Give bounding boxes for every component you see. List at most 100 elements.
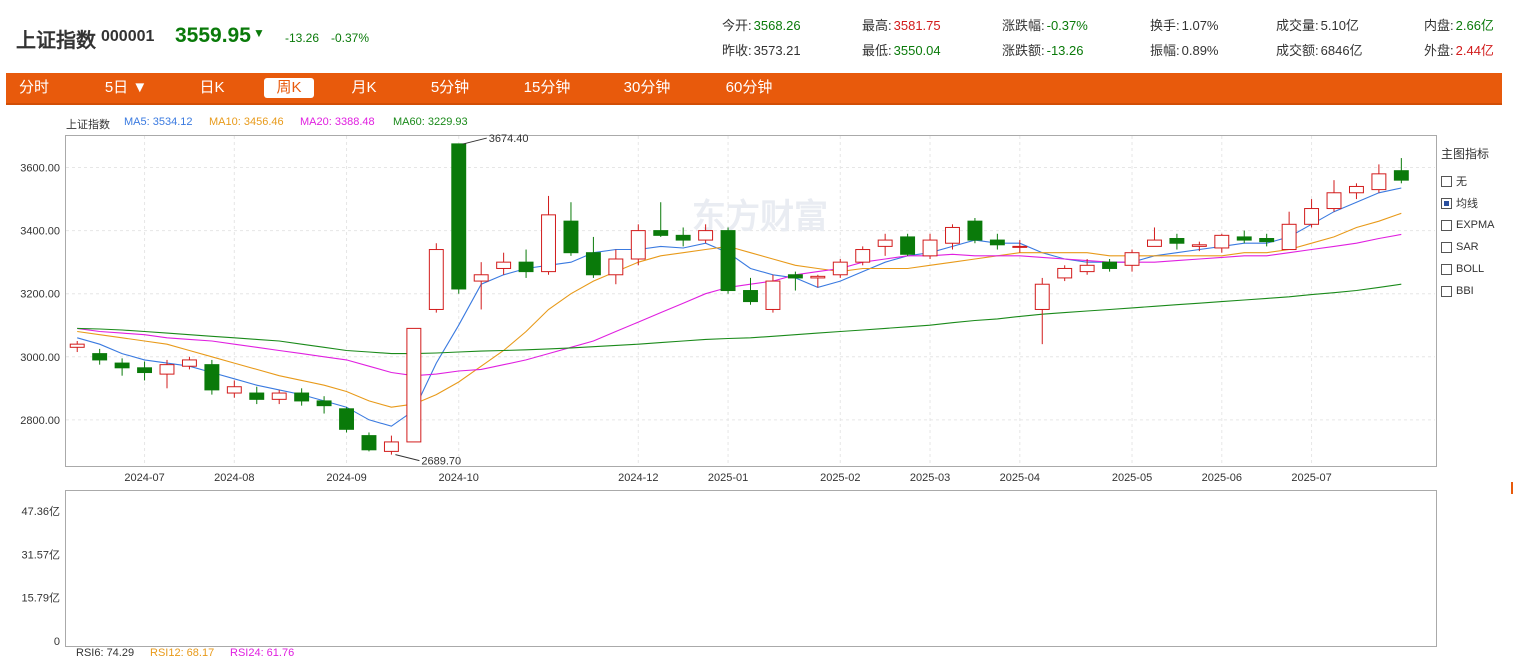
time-tick-label: 2024-07 — [124, 472, 164, 484]
stat-item: 换手: 1.07% — [1150, 15, 1219, 34]
stat-item: 振幅: 0.89% — [1150, 40, 1219, 59]
stat-label: 今开: — [722, 18, 752, 33]
time-tick-label: 2024-08 — [214, 472, 254, 484]
checkbox-icon[interactable] — [1441, 285, 1452, 297]
volume-chart-panel[interactable] — [65, 490, 1437, 647]
current-price: 3559.95 — [175, 24, 251, 47]
volume-tick-label: 31.57亿 — [21, 548, 60, 561]
tab-2[interactable]: 日K — [199, 79, 225, 96]
time-tick-label: 2025-02 — [820, 472, 860, 484]
stat-label: 涨跌额: — [1002, 43, 1045, 58]
time-tick-label: 2024-10 — [439, 472, 479, 484]
stat-item: 成交额: 6846亿 — [1276, 40, 1363, 59]
quote-header: 上证指数 000001 3559.95 ▼ -13.26 -0.37% 今开: 3… — [0, 0, 1519, 70]
stat-value: 1.07% — [1181, 18, 1219, 33]
indicator-panel-title: 主图指标 — [1441, 147, 1490, 161]
price-change-pct: -0.37% — [331, 31, 370, 45]
price-chart-panel[interactable] — [65, 135, 1437, 467]
index-name: 上证指数 — [16, 30, 96, 52]
stat-value: 0.89% — [1181, 43, 1219, 58]
price-tick-label: 3400.00 — [20, 226, 60, 238]
stat-value: 3550.04 — [893, 43, 941, 58]
time-tick-label: 2025-03 — [910, 472, 950, 484]
legend-item: RSI24: 61.76 — [230, 647, 295, 659]
stat-label: 内盘: — [1424, 18, 1454, 33]
price-tick-label: 3600.00 — [20, 163, 60, 175]
checkbox-icon[interactable] — [1441, 219, 1452, 231]
legend-item: MA20: 3388.48 — [300, 116, 375, 128]
stat-value: -0.37% — [1046, 18, 1088, 33]
time-tick-label: 2025-06 — [1202, 472, 1242, 484]
stat-item: 内盘: 2.66亿 — [1424, 15, 1494, 34]
stat-value: 2.66亿 — [1455, 18, 1494, 33]
tab-8[interactable]: 60分钟 — [725, 79, 773, 96]
stat-value: 3573.21 — [753, 43, 801, 58]
indicator-option[interactable]: SAR — [1441, 236, 1495, 258]
stat-item: 涨跌额: -13.26 — [1002, 40, 1084, 59]
stat-label: 成交量: — [1276, 18, 1319, 33]
stat-label: 昨收: — [722, 43, 752, 58]
period-tabs: 分时 5日 ▼ 日K 周K 月K 5分钟 15分钟 30分钟 60分钟 — [6, 73, 1502, 105]
legend-item: 上证指数 — [66, 119, 110, 131]
legend-item: MA60: 3229.93 — [393, 116, 468, 128]
stat-value: 2.44亿 — [1455, 43, 1494, 58]
stat-item: 外盘: 2.44亿 — [1424, 40, 1494, 59]
stat-item: 今开: 3568.26 — [722, 15, 801, 34]
stat-value: -13.26 — [1046, 43, 1084, 58]
stat-value: 6846亿 — [1320, 43, 1363, 58]
indicator-option[interactable]: 无 — [1441, 170, 1495, 192]
tab-1[interactable]: 5日 ▼ — [104, 79, 148, 96]
legend-item: MA10: 3456.46 — [209, 116, 284, 128]
checkbox-icon[interactable] — [1441, 263, 1452, 275]
stat-label: 换手: — [1150, 18, 1180, 33]
indicator-option-label: 无 — [1456, 176, 1467, 188]
stat-item: 涨跌幅: -0.37% — [1002, 15, 1088, 34]
volume-tick-label: 0 — [54, 636, 60, 648]
tab-7[interactable]: 30分钟 — [623, 79, 671, 96]
legend-item: RSI6: 74.29 — [76, 647, 135, 659]
stat-value: 3568.26 — [753, 18, 801, 33]
checkbox-icon[interactable] — [1441, 197, 1452, 209]
tab-5[interactable]: 5分钟 — [430, 79, 470, 96]
price-tick-label: 2800.00 — [20, 415, 60, 427]
indicator-option[interactable]: BOLL — [1441, 258, 1495, 280]
legend-item: MA5: 3534.12 — [124, 116, 193, 128]
indicator-option-label: BOLL — [1456, 263, 1485, 275]
tab-3[interactable]: 周K — [264, 78, 314, 98]
tab-4[interactable]: 月K — [351, 79, 377, 96]
stat-label: 最高: — [862, 18, 892, 33]
stat-item: 最低: 3550.04 — [862, 40, 941, 59]
indicator-option-label: 均线 — [1456, 198, 1478, 210]
indicator-option[interactable]: 均线 — [1441, 192, 1495, 214]
indicator-option-label: SAR — [1456, 241, 1479, 253]
price-tick-label: 3200.00 — [20, 289, 60, 301]
stat-label: 外盘: — [1424, 43, 1454, 58]
legend-item: RSI12: 68.17 — [150, 647, 215, 659]
indicator-panel: 主图指标 无均线 EXPMA SAR BOLL BBI — [1441, 145, 1495, 302]
time-tick-label: 2024-09 — [326, 472, 366, 484]
checkbox-icon[interactable] — [1441, 241, 1452, 253]
stat-label: 振幅: — [1150, 43, 1180, 58]
checkbox-icon[interactable] — [1441, 175, 1452, 187]
stat-item: 昨收: 3573.21 — [722, 40, 801, 59]
index-code: 000001 — [101, 28, 155, 45]
tab-0[interactable]: 分时 — [18, 79, 49, 96]
price-tick-label: 3000.00 — [20, 352, 60, 364]
stat-value: 5.10亿 — [1320, 18, 1359, 33]
time-tick-label: 2025-07 — [1291, 472, 1331, 484]
indicator-option[interactable]: BBI — [1441, 280, 1495, 302]
stat-value: 3581.75 — [893, 18, 941, 33]
volume-tick-label: 15.79亿 — [21, 592, 60, 605]
stat-label: 成交额: — [1276, 43, 1319, 58]
down-arrow-icon: ▼ — [253, 26, 265, 40]
volume-tick-label: 47.36亿 — [21, 505, 60, 518]
time-tick-label: 2025-01 — [708, 472, 748, 484]
indicator-option-label: EXPMA — [1456, 219, 1495, 231]
time-tick-label: 2025-05 — [1112, 472, 1152, 484]
indicator-option[interactable]: EXPMA — [1441, 214, 1495, 236]
tab-6[interactable]: 15分钟 — [523, 79, 571, 96]
price-change: -13.26 — [285, 31, 320, 45]
stat-item: 最高: 3581.75 — [862, 15, 941, 34]
stat-item: 成交量: 5.10亿 — [1276, 15, 1359, 34]
stat-label: 最低: — [862, 43, 892, 58]
